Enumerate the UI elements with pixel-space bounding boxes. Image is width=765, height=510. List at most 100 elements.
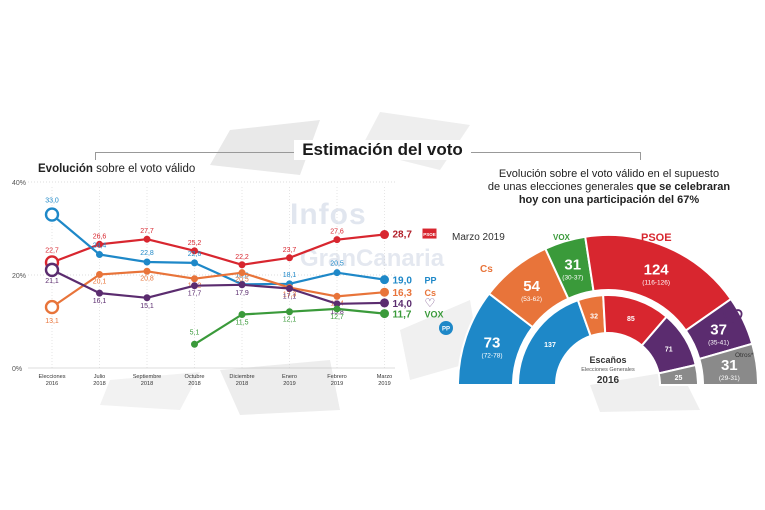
data-point <box>143 235 151 243</box>
data-point <box>380 275 389 285</box>
right-subtitle: Evolución sobre el voto válido en el sup… <box>478 168 740 207</box>
title-rule-left <box>95 152 315 153</box>
seat-segment-otros <box>657 363 700 386</box>
data-point <box>191 259 198 267</box>
data-point <box>238 261 246 269</box>
data-label: 18,1 <box>283 272 297 279</box>
seat-range: (72-78) <box>482 353 503 360</box>
end-value-label: 11,7 <box>393 310 412 321</box>
data-point <box>380 230 389 240</box>
seat-value: 31 <box>564 257 581 274</box>
data-label: 17,7 <box>188 291 202 298</box>
data-label: 22,2 <box>235 254 249 261</box>
data-point <box>143 267 151 275</box>
data-label: 13,1 <box>45 318 59 325</box>
seat-value: 32 <box>590 313 598 320</box>
page-title: Estimación del voto <box>0 140 765 160</box>
data-label: 20,8 <box>140 275 154 282</box>
data-label: 11,5 <box>235 320 248 327</box>
x-tick-label: Febrero 2019 <box>327 374 347 387</box>
end-value-label: 16,3 <box>393 288 413 299</box>
seat-value: 37 <box>710 321 727 338</box>
watermark-line2: GranCanaria <box>300 245 445 272</box>
end-value-label: 28,7 <box>393 230 413 241</box>
data-point <box>96 240 103 248</box>
seat-value: 25 <box>675 375 683 382</box>
series-line-podemos <box>51 268 385 305</box>
x-tick-label: Elecciones 2016 <box>38 374 65 387</box>
data-point <box>333 305 341 313</box>
data-point <box>191 282 198 290</box>
data-point <box>238 311 246 319</box>
data-label: 33,0 <box>45 198 59 205</box>
data-point <box>96 289 103 297</box>
data-label: 27,7 <box>140 228 154 235</box>
cs-logo: Cs <box>480 264 493 275</box>
end-party-tag: PP <box>425 276 437 286</box>
data-label: 12,7 <box>330 314 344 321</box>
data-point <box>191 340 198 348</box>
data-point <box>286 308 293 316</box>
vox-logo: VOX <box>553 233 571 242</box>
right-subtitle-line3-text: hoy con una participación del 67% <box>518 194 700 206</box>
series-line-cs <box>51 270 385 309</box>
data-point <box>191 247 198 255</box>
data-label: 17,1 <box>283 293 297 300</box>
data-point <box>286 284 293 292</box>
seat-value: 54 <box>523 278 540 295</box>
seat-value: 85 <box>627 316 635 323</box>
data-label: 20,5 <box>330 261 344 268</box>
data-label: 22,7 <box>45 247 59 254</box>
data-point <box>44 207 60 222</box>
data-point <box>333 236 341 244</box>
seat-range: (30-37) <box>562 275 583 282</box>
seat-value: 137 <box>544 342 556 349</box>
data-label: 15,1 <box>140 303 154 310</box>
right-subtitle-line1: Evolución sobre el voto válido en el sup… <box>498 168 720 180</box>
seat-segment-otros <box>698 342 760 386</box>
pp-logo-circle <box>439 321 453 335</box>
seat-value: 73 <box>484 335 501 352</box>
seat-chart-date: Marzo 2019 <box>452 232 505 243</box>
right-subtitle-line2-b: que se celebraran <box>636 181 731 193</box>
otros-label: Otros* <box>735 352 754 359</box>
data-label: 21,1 <box>45 278 59 285</box>
data-point <box>380 287 389 297</box>
data-point <box>44 262 60 278</box>
left-subtitle-rest: sobre el voto válido <box>96 163 196 175</box>
end-value-label: 19,0 <box>393 276 413 287</box>
data-point <box>96 271 103 279</box>
end-party-tag: Cs <box>425 288 437 298</box>
right-subtitle-line3: hoy con una participación del 67% <box>478 194 740 207</box>
data-point <box>380 309 389 319</box>
seat-range: (53-62) <box>521 296 542 303</box>
data-point <box>333 269 341 277</box>
y-tick-label: 0% <box>12 366 22 373</box>
data-point <box>96 251 103 259</box>
title-rule-left-tick <box>95 152 96 160</box>
data-label: 12,1 <box>283 317 297 324</box>
watermark-line1: Infos <box>290 198 367 231</box>
seat-value: 71 <box>665 346 673 353</box>
y-tick-label: 20% <box>12 273 26 280</box>
data-point <box>191 275 198 283</box>
seat-range: (116-126) <box>642 279 670 286</box>
data-point <box>44 299 60 315</box>
data-label: 16,1 <box>93 298 107 305</box>
x-tick-label: Septiembre 2018 <box>133 374 162 387</box>
data-point <box>143 294 151 302</box>
data-label: 17,3 <box>283 292 297 299</box>
x-tick-label: Marzo 2019 <box>377 374 393 387</box>
data-label: 17,9 <box>235 290 249 297</box>
seat-value: 124 <box>644 261 670 278</box>
data-label: 22,8 <box>140 250 154 257</box>
seat-value: 31 <box>721 357 738 374</box>
psoe-logo-box <box>422 228 437 239</box>
inner-year: 2016 <box>597 375 620 386</box>
title-rule-right-tick <box>640 152 641 160</box>
data-label: 20,5 <box>235 277 249 284</box>
seat-range: (29-31) <box>719 375 740 382</box>
data-point <box>286 254 293 262</box>
end-party-tag: ♡ <box>425 296 436 310</box>
